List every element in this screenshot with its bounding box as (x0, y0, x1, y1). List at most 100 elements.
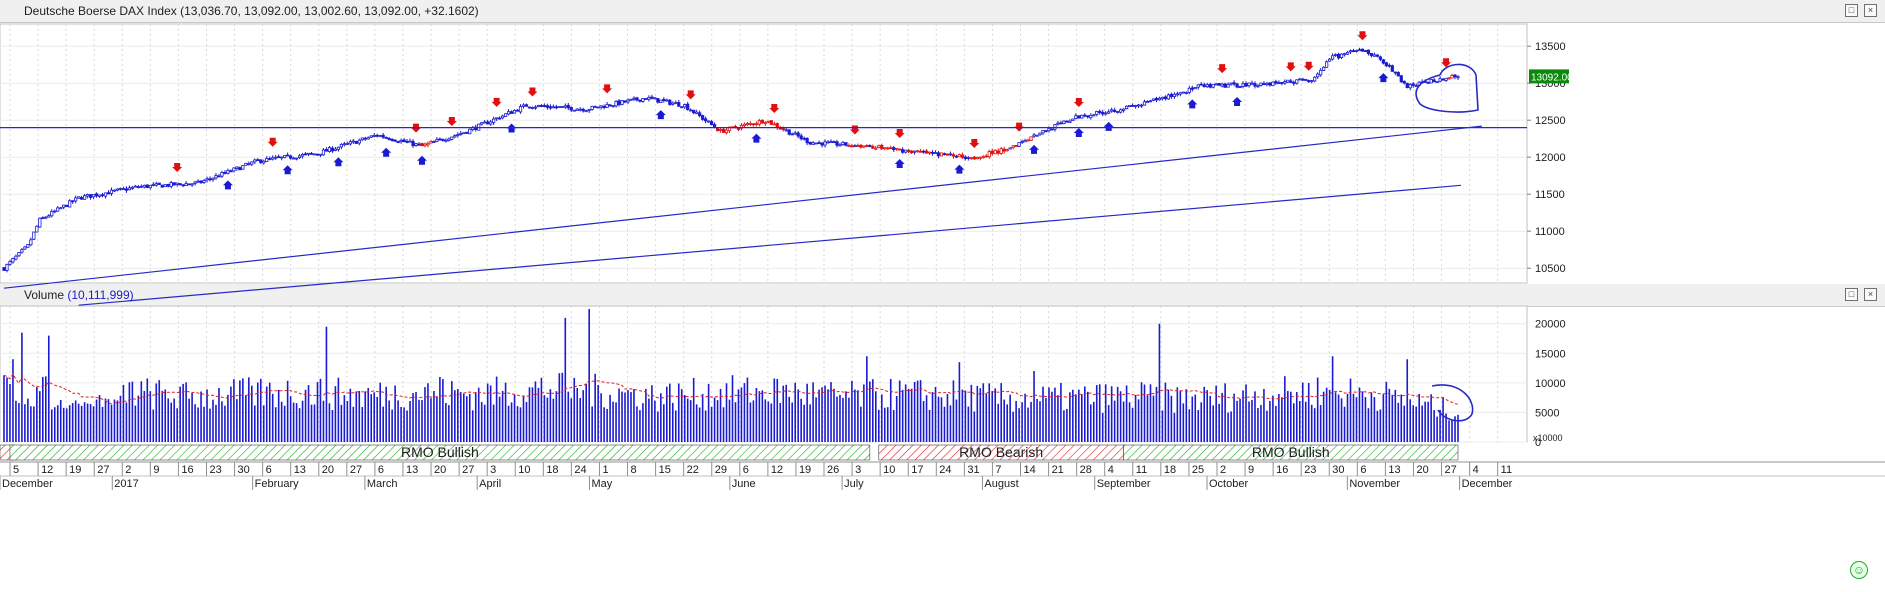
candle-body (895, 147, 899, 150)
candle-body (447, 138, 451, 141)
candle-body (530, 107, 535, 109)
candle-body (987, 151, 991, 158)
x-day-label: 23 (1304, 464, 1316, 476)
candle-body (871, 146, 875, 149)
restore-icon[interactable]: □ (1845, 288, 1858, 301)
candle-body (1381, 59, 1385, 64)
candle-body (166, 184, 170, 187)
candle-body (399, 140, 403, 143)
candle-body (1011, 145, 1015, 148)
candle-body (14, 255, 18, 260)
candle-body (1104, 112, 1108, 115)
candle-body (527, 106, 532, 109)
candle-body (184, 183, 188, 186)
candle-body (1333, 54, 1338, 56)
candle-body (1160, 96, 1165, 100)
candle-body (1402, 80, 1406, 84)
candle-body (292, 157, 296, 160)
candle-body (1363, 50, 1368, 52)
candle-body (742, 123, 747, 127)
candle-body (1351, 50, 1356, 53)
candle-body (283, 155, 287, 159)
candle-body (814, 142, 818, 145)
candle-body (38, 217, 42, 228)
candle-body (405, 140, 409, 143)
x-month-label: November (1349, 478, 1400, 490)
x-day-label: 31 (967, 464, 979, 476)
candle-body (948, 153, 953, 156)
x-day-label: 1 (602, 464, 608, 476)
candle-body (1450, 74, 1454, 79)
candle-body (217, 175, 221, 178)
candle-body (280, 156, 284, 159)
candle-body (548, 106, 552, 109)
candle-body (751, 123, 755, 126)
candle-body (145, 184, 149, 188)
candle-body (492, 118, 496, 123)
candle-body (450, 136, 454, 140)
candle-body (692, 109, 696, 114)
candle-body (1292, 81, 1296, 84)
x-day-label: 22 (687, 464, 699, 476)
candle-body (378, 135, 382, 137)
candle-body (835, 141, 839, 146)
candle-body (913, 150, 917, 153)
candle-body (1127, 105, 1132, 108)
restore-icon[interactable]: □ (1845, 4, 1858, 17)
buy-arrow-icon (381, 147, 392, 157)
candle-body (1092, 114, 1096, 117)
candle-body (904, 149, 908, 153)
candle-body (787, 129, 791, 135)
x-day-label: 4 (1473, 464, 1479, 476)
x-day-label: 19 (69, 464, 81, 476)
x-day-label: 23 (209, 464, 221, 476)
x-month-label: February (255, 478, 300, 490)
candle-body (8, 261, 12, 265)
close-icon[interactable]: × (1864, 288, 1877, 301)
candle-body (1077, 115, 1081, 119)
candle-body (369, 135, 373, 138)
candle-body (32, 231, 36, 240)
candle-body (754, 123, 758, 126)
candle-body (321, 149, 326, 156)
candle-body (629, 98, 633, 101)
candle-body (68, 200, 72, 208)
candle-body (297, 155, 302, 159)
candle-body (289, 155, 293, 159)
candle-body (223, 172, 227, 174)
smiley-icon: ☺ (1850, 561, 1868, 579)
candle-body (1235, 83, 1239, 88)
volume-moving-average (3, 372, 1459, 405)
candle-body (411, 140, 415, 147)
candle-body (611, 105, 615, 107)
candle-body (820, 142, 824, 146)
candle-body (650, 96, 654, 99)
volume-tick-label: 5000 (1535, 407, 1559, 419)
candle-body (518, 106, 523, 113)
candle-body (112, 189, 117, 192)
candle-body (877, 145, 881, 148)
candle-body (918, 150, 923, 153)
candle-body (1211, 83, 1215, 88)
candle-body (587, 109, 591, 111)
candle-body (916, 150, 920, 153)
candle-body (707, 120, 711, 123)
candle-body (238, 167, 242, 171)
buy-arrow-icon (1029, 144, 1040, 154)
candle-body (575, 108, 579, 111)
x-day-label: 30 (238, 464, 250, 476)
candle-body (838, 144, 842, 147)
x-month-label: December (2, 478, 53, 490)
close-icon[interactable]: × (1864, 4, 1877, 17)
x-day-label: 10 (883, 464, 895, 476)
candle-body (1441, 78, 1445, 81)
candle-body (468, 128, 472, 135)
rmo-band-label: RMO Bearish (959, 444, 1043, 460)
candle-body (1316, 73, 1320, 78)
candle-body (163, 184, 167, 187)
volume-tick-label: 15000 (1535, 348, 1566, 360)
candle-body (1253, 83, 1257, 87)
candle-body (136, 186, 140, 189)
candle-body (1268, 82, 1272, 86)
